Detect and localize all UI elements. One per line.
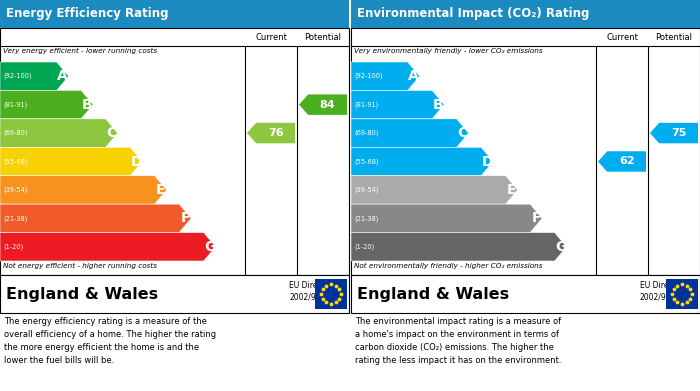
- Text: The environmental impact rating is a measure of
a home's impact on the environme: The environmental impact rating is a mea…: [355, 317, 561, 364]
- Text: (39-54): (39-54): [354, 187, 379, 193]
- Text: G: G: [555, 240, 566, 254]
- Bar: [315, 279, 347, 309]
- Text: EU Directive
2002/91/EC: EU Directive 2002/91/EC: [640, 281, 687, 301]
- Bar: [0, 0, 349, 28]
- Text: E: E: [507, 183, 517, 197]
- Text: G: G: [204, 240, 216, 254]
- Polygon shape: [0, 62, 69, 90]
- Text: F: F: [531, 212, 541, 225]
- Polygon shape: [351, 233, 566, 261]
- Text: (81-91): (81-91): [354, 101, 378, 108]
- Text: F: F: [181, 212, 190, 225]
- Polygon shape: [0, 176, 167, 204]
- Text: B: B: [433, 98, 443, 112]
- Bar: [351, 28, 700, 275]
- Text: England & Wales: England & Wales: [6, 287, 158, 301]
- Polygon shape: [351, 147, 493, 176]
- Polygon shape: [650, 123, 698, 143]
- Text: Not environmentally friendly - higher CO₂ emissions: Not environmentally friendly - higher CO…: [354, 263, 542, 269]
- Polygon shape: [351, 90, 444, 119]
- Text: B: B: [82, 98, 92, 112]
- Polygon shape: [351, 176, 517, 204]
- Text: The energy efficiency rating is a measure of the
overall efficiency of a home. T: The energy efficiency rating is a measur…: [4, 317, 216, 364]
- Polygon shape: [0, 233, 216, 261]
- Text: 75: 75: [671, 128, 686, 138]
- Text: (1-20): (1-20): [3, 244, 23, 250]
- Polygon shape: [598, 151, 646, 172]
- Text: Environmental Impact (CO₂) Rating: Environmental Impact (CO₂) Rating: [357, 7, 589, 20]
- Polygon shape: [247, 123, 295, 143]
- Bar: [351, 0, 700, 28]
- Text: D: D: [482, 154, 493, 169]
- Text: Current: Current: [255, 32, 287, 41]
- Polygon shape: [0, 119, 118, 147]
- Bar: [351, 275, 700, 313]
- Text: (92-100): (92-100): [3, 73, 31, 79]
- Text: C: C: [458, 126, 468, 140]
- Text: Potential: Potential: [304, 32, 342, 41]
- Polygon shape: [351, 62, 419, 90]
- Text: Not energy efficient - higher running costs: Not energy efficient - higher running co…: [3, 263, 157, 269]
- Text: E: E: [156, 183, 165, 197]
- Text: (55-68): (55-68): [354, 158, 379, 165]
- Text: Energy Efficiency Rating: Energy Efficiency Rating: [6, 7, 169, 20]
- Text: (21-38): (21-38): [354, 215, 379, 222]
- Text: (55-68): (55-68): [3, 158, 27, 165]
- Text: (39-54): (39-54): [3, 187, 27, 193]
- Text: (21-38): (21-38): [3, 215, 27, 222]
- Text: Current: Current: [606, 32, 638, 41]
- Text: 84: 84: [320, 100, 335, 109]
- Bar: [0, 275, 349, 313]
- Polygon shape: [0, 147, 142, 176]
- Bar: [0, 28, 349, 275]
- Bar: [666, 279, 698, 309]
- Text: (69-80): (69-80): [3, 130, 27, 136]
- Text: C: C: [106, 126, 117, 140]
- Text: A: A: [57, 69, 68, 83]
- Polygon shape: [351, 204, 542, 233]
- Polygon shape: [0, 204, 191, 233]
- Text: Very environmentally friendly - lower CO₂ emissions: Very environmentally friendly - lower CO…: [354, 48, 542, 54]
- Text: EU Directive
2002/91/EC: EU Directive 2002/91/EC: [289, 281, 336, 301]
- Text: A: A: [408, 69, 419, 83]
- Text: 76: 76: [268, 128, 284, 138]
- Polygon shape: [299, 94, 347, 115]
- Text: (1-20): (1-20): [354, 244, 374, 250]
- Polygon shape: [351, 119, 468, 147]
- Text: 62: 62: [619, 156, 634, 167]
- Text: (81-91): (81-91): [3, 101, 27, 108]
- Text: (69-80): (69-80): [354, 130, 379, 136]
- Text: England & Wales: England & Wales: [357, 287, 509, 301]
- Text: D: D: [130, 154, 142, 169]
- Text: (92-100): (92-100): [354, 73, 383, 79]
- Polygon shape: [0, 90, 93, 119]
- Text: Potential: Potential: [655, 32, 692, 41]
- Text: Very energy efficient - lower running costs: Very energy efficient - lower running co…: [3, 48, 157, 54]
